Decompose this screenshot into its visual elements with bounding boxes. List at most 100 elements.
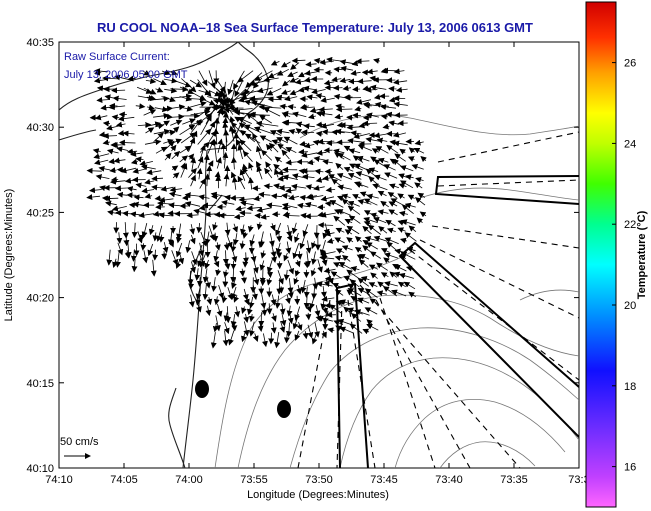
current-vector <box>281 202 298 209</box>
current-vector <box>151 175 164 182</box>
current-vector <box>145 127 155 134</box>
current-vector <box>268 142 279 153</box>
current-vector <box>317 222 334 229</box>
current-vector <box>373 174 387 181</box>
current-vector <box>291 57 306 64</box>
current-vector <box>182 194 190 201</box>
current-vector <box>326 56 342 63</box>
current-vector <box>320 211 336 218</box>
current-vector <box>169 186 183 193</box>
current-vector <box>276 232 283 243</box>
current-vector <box>354 105 362 112</box>
current-vector <box>188 137 196 152</box>
current-vector <box>191 251 198 266</box>
current-vector <box>259 135 272 143</box>
current-vector <box>377 190 387 197</box>
current-vector <box>223 173 230 187</box>
current-vector <box>224 260 231 270</box>
current-vector <box>230 156 237 170</box>
current-vector <box>213 296 220 306</box>
current-vector <box>223 312 230 322</box>
current-vector <box>286 225 293 238</box>
current-vector <box>164 140 175 151</box>
current-vector <box>204 259 211 270</box>
current-vector <box>197 156 204 169</box>
colorbar-tick-label: 20 <box>624 300 636 312</box>
current-vector <box>198 242 205 257</box>
current-vector <box>202 284 209 301</box>
current-vector <box>354 309 370 316</box>
current-vector <box>196 277 203 287</box>
current-vector <box>269 223 276 232</box>
x-tick-label: 73:3 <box>568 474 589 486</box>
current-vector <box>142 250 149 264</box>
current-vector <box>280 312 287 327</box>
current-vector <box>304 201 317 208</box>
current-vector <box>333 148 345 155</box>
current-vector <box>393 101 408 108</box>
current-vector <box>217 138 224 154</box>
y-tick-label: 40:15 <box>26 378 54 390</box>
current-vector <box>112 258 118 269</box>
current-vector <box>152 249 159 261</box>
current-vector <box>299 233 306 250</box>
current-vector <box>347 283 355 290</box>
current-vector <box>178 251 185 265</box>
current-vector <box>221 295 228 304</box>
current-vector <box>230 268 237 283</box>
current-vector <box>394 153 406 162</box>
legend-title: Raw Surface Current: <box>64 51 170 63</box>
current-vector <box>202 268 209 284</box>
current-vector <box>311 88 326 95</box>
current-vector <box>222 269 229 278</box>
current-vector <box>232 233 239 246</box>
current-vector <box>335 248 345 254</box>
current-vector <box>106 148 119 155</box>
current-vector <box>116 146 129 153</box>
current-vector <box>347 288 362 296</box>
current-vector <box>242 252 249 264</box>
current-vector <box>266 259 273 274</box>
current-vector <box>405 174 414 181</box>
current-vector <box>155 86 164 93</box>
current-vector <box>112 95 127 102</box>
current-vector <box>399 165 414 172</box>
current-vector <box>305 312 312 321</box>
current-vector <box>118 115 135 122</box>
current-vector <box>161 69 171 76</box>
y-axis-ticks: 40:35 40:30 40:25 40:20 40:15 40:10 <box>26 37 579 475</box>
current-vector <box>170 144 177 152</box>
colorbar-tick-label: 26 <box>624 58 636 70</box>
current-vector <box>398 210 408 217</box>
current-vector <box>184 192 199 199</box>
current-vector <box>196 167 203 180</box>
current-vector <box>260 213 270 220</box>
current-vector <box>334 237 345 244</box>
current-vector <box>348 148 361 155</box>
current-vector <box>230 314 237 328</box>
current-vector <box>222 250 229 265</box>
current-vector <box>270 322 277 334</box>
current-vector <box>283 269 290 281</box>
current-vector <box>200 97 216 106</box>
current-vector <box>114 74 129 81</box>
current-vector <box>163 138 174 145</box>
current-vector <box>263 183 273 190</box>
current-vector <box>342 85 352 92</box>
x-axis-ticks: 74:10 74:05 74:00 73:55 73:50 73:45 73:40 73:35… <box>45 42 590 486</box>
current-vector <box>305 240 312 254</box>
current-vector <box>231 251 238 263</box>
current-vector <box>350 70 361 76</box>
current-vector <box>362 245 372 253</box>
current-vector <box>340 65 354 72</box>
current-vector <box>322 159 333 166</box>
current-vector <box>328 174 342 182</box>
current-vector <box>383 257 390 264</box>
current-vector <box>239 240 246 250</box>
current-vector <box>301 151 318 158</box>
current-vector <box>383 164 396 171</box>
current-vector <box>388 183 400 190</box>
current-vector <box>102 120 111 127</box>
current-vector <box>282 79 291 87</box>
current-vector <box>283 252 289 262</box>
